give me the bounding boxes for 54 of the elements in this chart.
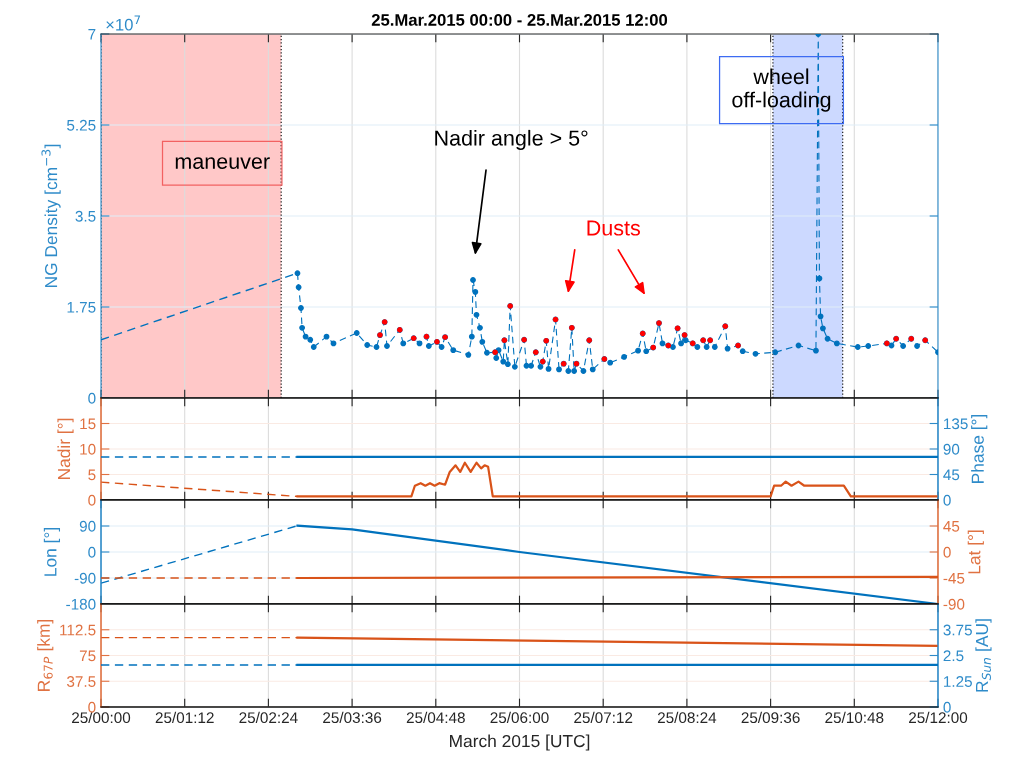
x-tick-label: 25/08:24 bbox=[657, 711, 717, 724]
x-axis-title: March 2015 [UTC] bbox=[450, 734, 590, 751]
y2-axis-title: Phase [°] bbox=[971, 414, 988, 483]
y2-tick-label: 1.25 bbox=[944, 676, 972, 687]
y-tick-label: 0 bbox=[88, 701, 96, 713]
y-axis-title: Nadir [°] bbox=[57, 418, 74, 480]
y-tick-label: 37.5 bbox=[66, 676, 96, 687]
x-tick-label: 25/06:00 bbox=[490, 711, 549, 724]
y2-axis-title: Lat [°] bbox=[967, 530, 984, 574]
y-tick-label: 15 bbox=[80, 418, 96, 430]
y-tick-label: 5 bbox=[88, 469, 96, 481]
chart-title: 25.Mar.2015 00:00 - 25.Mar.2015 12:00 bbox=[371, 14, 668, 26]
y-tick-label: -90 bbox=[74, 572, 96, 584]
y-axis-title: NG Density [cm$^{−3}$] bbox=[41, 144, 61, 288]
y2-tick-label: 135 bbox=[944, 418, 968, 430]
y2-tick-label: -45 bbox=[943, 573, 965, 584]
text: ×10$^{7}$ bbox=[106, 15, 141, 31]
y-tick-label: 0 bbox=[88, 392, 96, 404]
x-tick-label: 25/10:48 bbox=[825, 711, 884, 724]
y-tick-label: 7 bbox=[88, 29, 96, 40]
y2-tick-label: 0 bbox=[943, 546, 951, 558]
x-tick-label: 25/02:24 bbox=[239, 711, 298, 724]
y2-tick-label: 2.5 bbox=[943, 650, 964, 662]
y-tick-label: 0 bbox=[88, 546, 96, 558]
y2-tick-label: 0 bbox=[943, 494, 951, 506]
x-tick-label: 25/00:00 bbox=[72, 711, 131, 724]
x-tick-label: 25/09:36 bbox=[741, 711, 800, 724]
band-label: maneuver bbox=[175, 157, 270, 169]
y-tick-label: 3.5 bbox=[75, 210, 96, 222]
y-tick-label: 10 bbox=[80, 443, 96, 455]
y-tick-label: 112.5 bbox=[60, 624, 96, 636]
y2-tick-label: 90 bbox=[943, 443, 960, 455]
x-tick-label: 25/07:12 bbox=[574, 711, 633, 724]
annotation: Dusts bbox=[587, 220, 640, 236]
band-label: wheel off-loading bbox=[732, 68, 831, 112]
x-tick-label: 25/03:36 bbox=[323, 711, 382, 724]
y-tick-label: 0 bbox=[88, 494, 96, 506]
y-axis-title: Lon [°] bbox=[43, 528, 61, 576]
x-tick-label: 25/01:12 bbox=[155, 711, 214, 724]
x-tick-label: 25/04:48 bbox=[406, 711, 465, 724]
x-tick-label: 25/12:00 bbox=[909, 711, 968, 724]
annotation: Nadir angle > 5° bbox=[435, 129, 588, 150]
y-tick-label: 5.25 bbox=[67, 119, 96, 131]
y-tick-label: 75 bbox=[79, 650, 96, 662]
y2-axis-title: R$_{Sun}$ [AU] bbox=[975, 619, 992, 692]
y2-tick-label: 45 bbox=[943, 469, 960, 481]
y2-tick-label: 45 bbox=[943, 521, 960, 532]
y2-tick-label: -90 bbox=[943, 598, 965, 610]
y2-tick-label: 0 bbox=[943, 701, 951, 713]
y-tick-label: -180 bbox=[66, 598, 96, 610]
y-tick-label: 90 bbox=[79, 520, 96, 532]
y-axis-title: R$_{67P}$ [km] bbox=[37, 619, 54, 691]
y2-tick-label: 3.75 bbox=[943, 624, 972, 636]
y-tick-label: 1.75 bbox=[67, 302, 96, 313]
